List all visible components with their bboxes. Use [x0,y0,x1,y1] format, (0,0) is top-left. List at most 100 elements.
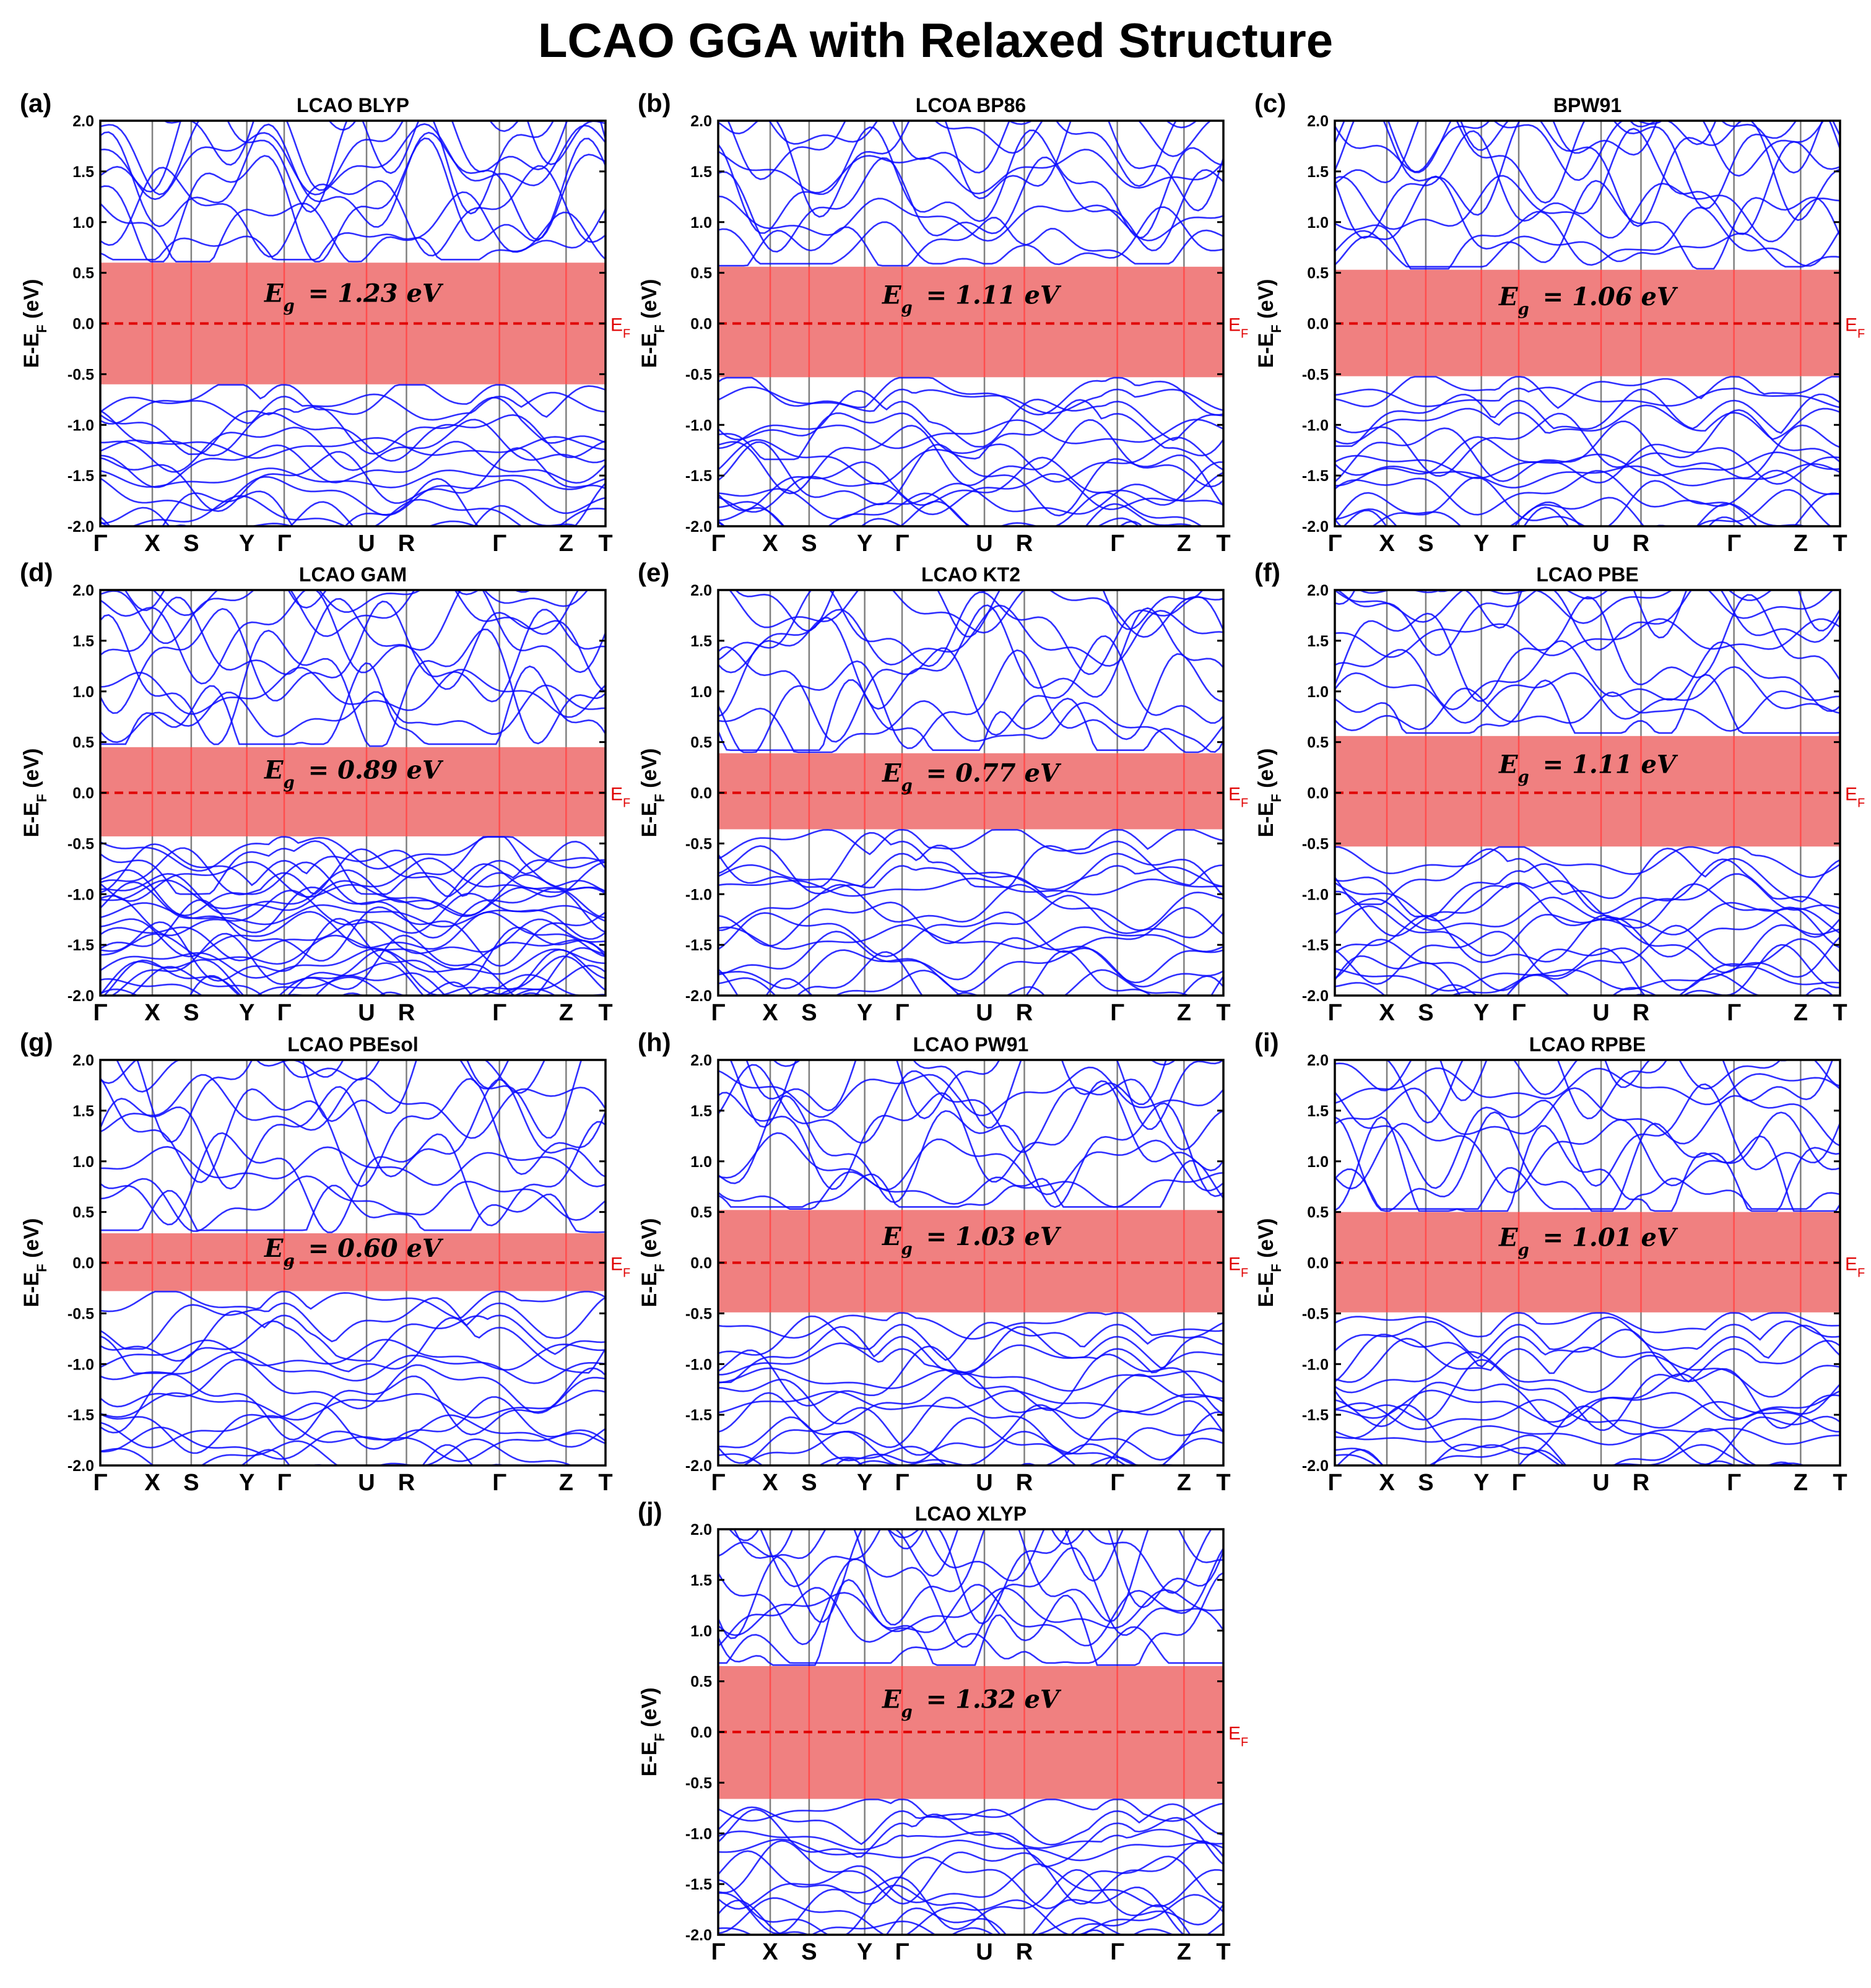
y-axis-label: E-EF (eV) [20,1218,50,1308]
band-curve [100,123,606,240]
k-point-label: Γ [1328,531,1342,557]
band-curve [1335,590,1834,624]
band-curve [742,1430,1223,1465]
band-curve [1335,476,1840,526]
y-axis-label-main: E-E [638,1272,661,1308]
band-curve [100,121,606,215]
k-point-label: R [398,531,415,557]
band-curve [1335,938,1840,992]
k-point-label: Γ [1512,531,1526,557]
band-curve [100,396,606,456]
y-tick-label: 2.0 [1307,113,1329,130]
band-gap-symbol: E [1498,282,1518,311]
band-curve [718,221,1223,265]
band-curve [1335,436,1840,485]
band-panel: 2.01.51.00.50.0-0.5-1.0-1.5-2.0Γ X S Y Γ U R Γ Z… [20,1028,630,1496]
y-tick-label: -2.0 [67,1457,94,1475]
k-point-label: Y [239,1470,254,1496]
y-tick-label: -2.0 [67,518,94,536]
band-curve [100,475,606,516]
y-tick-label: 0.5 [72,1204,94,1222]
fermi-label-main: E [1228,1724,1241,1744]
k-point-label: Γ [1512,1000,1526,1026]
k-point-label: U [976,1470,992,1496]
band-gap-label: Eg = 1.23 eV [264,279,444,315]
band-curve [100,121,568,196]
band-curve [1335,386,1840,409]
y-axis-label-sub: F [1269,1264,1284,1272]
y-tick-label: 2.0 [690,1052,712,1069]
band-curve [1335,388,1840,447]
y-tick-label: 1.5 [690,163,712,181]
k-point-label: X [1379,1000,1395,1026]
y-tick-label: -1.5 [685,937,712,954]
y-tick-label: 2.0 [1307,1052,1329,1069]
band-panel: 2.01.51.00.50.0-0.5-1.0-1.5-2.0Γ X S Y Γ U R Γ Z… [1254,1028,1865,1496]
figure-title: LCAO GGA with Relaxed Structure [538,13,1333,67]
band-gap-symbol: E [882,1685,901,1714]
gap-region [1335,736,1840,847]
k-point-label: Y [857,1000,872,1026]
k-point-label: Γ [1328,1000,1342,1026]
y-tick-label: -1.5 [67,937,94,954]
band-curve [718,635,1223,743]
band-panel: 2.01.51.00.50.0-0.5-1.0-1.5-2.0Γ X S Y Γ U R Γ Z… [20,558,630,1026]
k-point-label: U [976,531,992,557]
fermi-label-main: E [1845,315,1857,336]
band-gap-symbol: E [882,1222,901,1251]
fermi-label: EF [610,1254,630,1280]
band-curve [718,121,1223,218]
y-axis-label: E-EF (eV) [20,279,50,368]
k-point-label: Y [1474,531,1489,557]
k-point-label: Γ [1727,1000,1741,1026]
y-axis-label-sub: F [652,324,667,332]
panel-label: (g) [20,1028,53,1057]
y-tick-label: 1.0 [690,1153,712,1171]
band-curve [1336,590,1840,656]
y-tick-label: 0.0 [1307,785,1329,802]
band-curve [718,1838,1223,1862]
y-tick-label: 1.5 [690,1103,712,1120]
y-tick-label: 0.5 [690,1204,712,1222]
band-curve [100,947,606,979]
y-tick-label: 1.0 [72,684,94,701]
band-curve [1335,175,1840,270]
fermi-label-sub: F [623,328,630,341]
panel-label: (i) [1254,1028,1279,1057]
band-curve [100,1074,606,1139]
panel-label: (c) [1254,89,1286,118]
band-curve [718,590,1223,675]
band-gap-label: Eg = 1.06 eV [1498,282,1678,319]
fermi-label-main: E [1845,784,1857,805]
band-curve [100,836,606,872]
fermi-label-sub: F [1857,328,1865,341]
band-curve [124,590,532,612]
fermi-label: EF [610,315,630,341]
panel-label: (d) [20,558,53,587]
band-curve [718,1132,1223,1196]
band-curve [100,501,579,526]
band-curve [1335,618,1840,658]
band-gap-symbol: E [1498,750,1518,779]
band-gap-label: Eg = 1.32 eV [882,1685,1062,1721]
band-curve [718,1443,1178,1465]
y-tick-label: 2.0 [1307,582,1329,599]
band-curve [718,1529,1223,1639]
band-curve [718,1080,1223,1191]
band-curve [100,447,606,513]
k-point-label: T [1833,1470,1847,1496]
k-point-label: Γ [711,1000,726,1026]
k-point-label: S [801,531,817,557]
band-curve [718,419,1223,449]
band-curve [1386,1060,1834,1124]
y-tick-label: 0.0 [1307,1255,1329,1272]
k-point-label: X [144,531,160,557]
band-curve [718,877,1223,897]
k-point-label: Γ [711,1939,726,1965]
band-gap-symbol: E [264,756,284,785]
fermi-label-sub: F [1241,328,1248,341]
band-curve [1358,590,1773,601]
y-tick-label: 0.0 [72,785,94,802]
y-tick-label: 2.0 [72,582,94,599]
fermi-label-main: E [610,1254,623,1275]
